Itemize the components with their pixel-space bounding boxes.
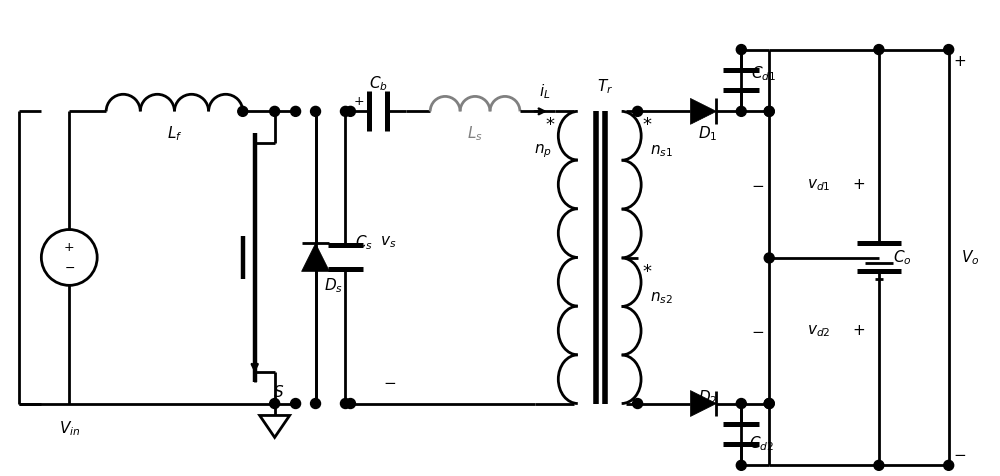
Circle shape bbox=[736, 106, 746, 116]
Circle shape bbox=[736, 398, 746, 408]
Text: $+$: $+$ bbox=[852, 323, 866, 338]
Text: $-$: $-$ bbox=[751, 323, 764, 338]
Text: $L_f$: $L_f$ bbox=[167, 124, 182, 143]
Text: $-$: $-$ bbox=[953, 446, 966, 461]
Text: $n_{s1}$: $n_{s1}$ bbox=[650, 143, 673, 159]
Text: $V_o$: $V_o$ bbox=[961, 248, 979, 267]
Polygon shape bbox=[690, 99, 716, 124]
Circle shape bbox=[340, 106, 350, 116]
Circle shape bbox=[311, 398, 321, 408]
Text: $n_p$: $n_p$ bbox=[534, 142, 552, 160]
Text: $L_s$: $L_s$ bbox=[467, 124, 483, 143]
Text: $S$: $S$ bbox=[273, 384, 284, 399]
Text: $*$: $*$ bbox=[642, 114, 653, 132]
Circle shape bbox=[764, 106, 774, 116]
Text: $C_b$: $C_b$ bbox=[369, 74, 388, 93]
Circle shape bbox=[345, 398, 355, 408]
Text: $-$: $-$ bbox=[751, 177, 764, 192]
Circle shape bbox=[345, 106, 355, 116]
Text: $C_s$: $C_s$ bbox=[355, 233, 373, 252]
Text: $C_{d2}$: $C_{d2}$ bbox=[749, 434, 774, 453]
Text: +: + bbox=[64, 241, 75, 254]
Text: $+$: $+$ bbox=[852, 177, 866, 192]
Text: $C_o$: $C_o$ bbox=[893, 248, 912, 267]
Text: $*$: $*$ bbox=[642, 261, 653, 279]
Circle shape bbox=[736, 45, 746, 55]
Circle shape bbox=[944, 460, 954, 470]
Text: $i_L$: $i_L$ bbox=[539, 82, 551, 101]
Circle shape bbox=[633, 106, 643, 116]
Circle shape bbox=[764, 398, 774, 408]
Text: $v_{d1}$: $v_{d1}$ bbox=[807, 177, 831, 192]
Circle shape bbox=[340, 398, 350, 408]
Text: $V_{in}$: $V_{in}$ bbox=[59, 419, 80, 438]
Text: $-$: $-$ bbox=[383, 374, 396, 389]
Text: $-$: $-$ bbox=[64, 261, 75, 274]
Circle shape bbox=[238, 106, 248, 116]
Circle shape bbox=[270, 398, 280, 408]
Circle shape bbox=[764, 398, 774, 408]
Text: $n_{s2}$: $n_{s2}$ bbox=[650, 290, 672, 306]
Circle shape bbox=[874, 460, 884, 470]
Text: $T_r$: $T_r$ bbox=[597, 77, 613, 96]
Circle shape bbox=[311, 106, 321, 116]
Circle shape bbox=[291, 106, 301, 116]
Polygon shape bbox=[690, 390, 716, 416]
Text: $*$: $*$ bbox=[545, 114, 555, 132]
Circle shape bbox=[944, 45, 954, 55]
Circle shape bbox=[270, 106, 280, 116]
Text: $+$: $+$ bbox=[353, 95, 364, 108]
Polygon shape bbox=[302, 244, 329, 271]
Circle shape bbox=[633, 398, 643, 408]
Text: $D_1$: $D_1$ bbox=[698, 124, 718, 143]
Text: $D_s$: $D_s$ bbox=[324, 276, 343, 295]
Circle shape bbox=[764, 253, 774, 263]
Circle shape bbox=[764, 106, 774, 116]
Text: $C_{d1}$: $C_{d1}$ bbox=[751, 64, 776, 83]
Circle shape bbox=[874, 45, 884, 55]
Circle shape bbox=[736, 460, 746, 470]
Circle shape bbox=[291, 398, 301, 408]
Text: $v_{d2}$: $v_{d2}$ bbox=[807, 323, 831, 338]
Text: $D_2$: $D_2$ bbox=[698, 388, 718, 407]
Text: $+$: $+$ bbox=[953, 54, 966, 69]
Text: $v_s$: $v_s$ bbox=[380, 235, 397, 250]
